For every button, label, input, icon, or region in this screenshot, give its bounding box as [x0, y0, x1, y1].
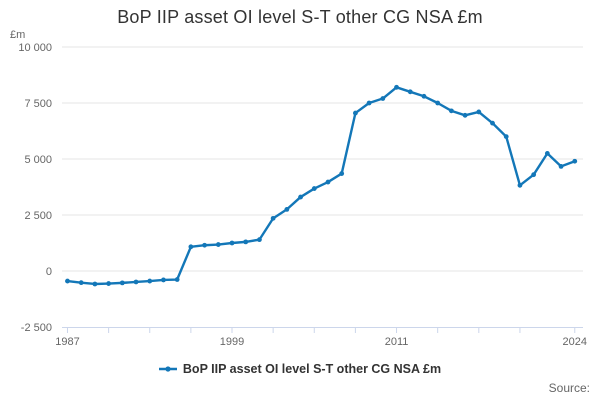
source-text: Source: [548, 381, 590, 395]
data-point-marker[interactable] [311, 186, 317, 191]
data-point-marker[interactable] [394, 84, 399, 90]
data-point-marker[interactable] [284, 207, 290, 212]
data-point-marker[interactable] [544, 151, 550, 156]
data-point-marker[interactable] [353, 110, 358, 116]
y-tick-label: -2 500 [21, 322, 52, 334]
data-point-marker[interactable] [119, 280, 125, 286]
data-point-marker[interactable] [476, 109, 482, 115]
y-tick-label: 10 000 [18, 42, 52, 54]
data-point-marker[interactable] [92, 281, 98, 287]
data-point-marker[interactable] [229, 240, 235, 246]
x-tick-label: 2011 [385, 336, 409, 348]
y-tick-label: 2 500 [24, 210, 52, 222]
data-point-marker[interactable] [215, 242, 221, 247]
legend-label: BoP IIP asset OI level S-T other CG NSA … [182, 362, 442, 376]
data-point-marker[interactable] [503, 134, 509, 140]
data-point-marker[interactable] [188, 244, 194, 250]
data-point-marker[interactable] [174, 277, 180, 282]
data-point-marker[interactable] [572, 158, 578, 164]
x-tick-label: 1987 [55, 336, 79, 348]
data-point-marker[interactable] [270, 215, 276, 221]
data-point-marker[interactable] [448, 108, 454, 114]
data-point-marker[interactable] [325, 179, 331, 185]
chart-title: BoP IIP asset OI level S-T other CG NSA … [117, 7, 483, 27]
data-point-marker[interactable] [78, 280, 84, 286]
y-axis-unit-label: £m [10, 29, 26, 41]
data-point-marker[interactable] [339, 171, 345, 176]
y-tick-label: 5 000 [24, 154, 52, 166]
x-tick-label: 1999 [220, 336, 244, 348]
data-point-marker[interactable] [531, 172, 537, 178]
data-point-marker[interactable] [298, 194, 303, 200]
data-point-marker[interactable] [366, 100, 372, 106]
data-point-marker[interactable] [421, 93, 427, 99]
data-point-marker[interactable] [558, 163, 564, 169]
data-point-marker[interactable] [243, 239, 249, 245]
data-point-marker[interactable] [490, 120, 495, 126]
data-point-marker[interactable] [147, 278, 153, 284]
legend-line-marker-icon [158, 365, 177, 373]
data-point-marker[interactable] [462, 112, 468, 118]
data-point-marker[interactable] [133, 279, 139, 285]
legend-item[interactable]: BoP IIP asset OI level S-T other CG NSA … [0, 359, 600, 379]
data-point-marker[interactable] [65, 278, 70, 284]
series-line [66, 86, 576, 286]
data-point-marker[interactable] [161, 277, 166, 283]
data-point-marker[interactable] [435, 100, 441, 106]
y-tick-label: 0 [46, 266, 52, 278]
data-point-marker[interactable] [517, 182, 523, 188]
y-tick-label: 7 500 [24, 98, 52, 110]
data-point-marker[interactable] [257, 237, 262, 243]
data-point-marker[interactable] [407, 89, 413, 95]
data-point-marker[interactable] [380, 96, 386, 101]
data-point-marker[interactable] [106, 281, 112, 286]
data-point-marker[interactable] [202, 242, 207, 248]
x-tick-label: 2024 [563, 336, 587, 348]
